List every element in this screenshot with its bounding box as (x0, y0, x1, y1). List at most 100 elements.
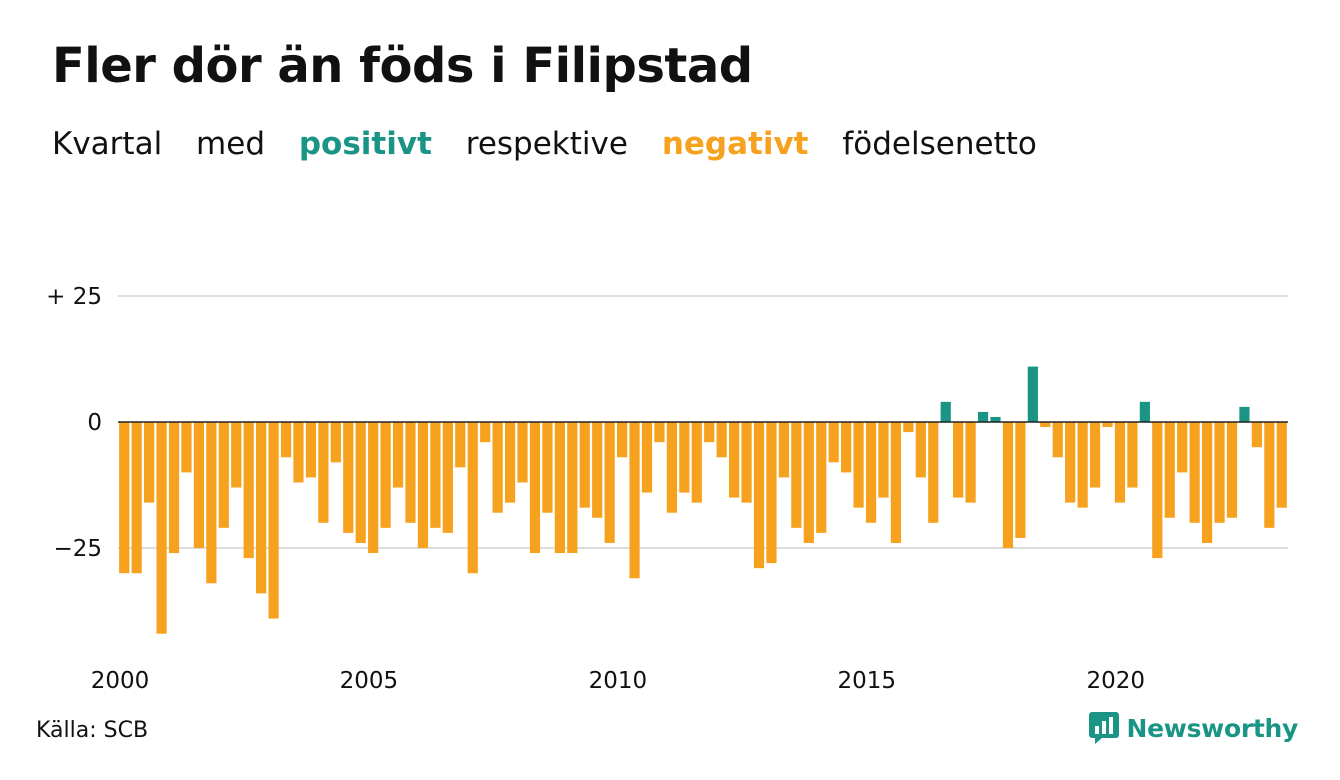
bar (641, 422, 653, 493)
subtitle-negative-label: negativt (661, 126, 809, 162)
bar (492, 422, 503, 513)
bar (778, 422, 790, 478)
bar (542, 422, 553, 513)
bar (791, 422, 802, 528)
subtitle-word: Kvartal (52, 126, 163, 162)
bar (716, 422, 727, 458)
bar (1127, 422, 1138, 488)
subtitle-word: respektive (465, 126, 628, 162)
bar (940, 401, 951, 422)
bar (218, 422, 229, 528)
x-tick-label: 2015 (838, 668, 897, 694)
bar (604, 422, 615, 543)
bar (915, 422, 926, 478)
bar (965, 422, 976, 503)
bar (753, 422, 765, 569)
bar (567, 422, 578, 554)
bar (1089, 422, 1101, 488)
bar (629, 422, 640, 579)
bar (1114, 422, 1126, 503)
bar (990, 416, 1001, 422)
bar (679, 422, 690, 493)
bar (318, 422, 329, 523)
bar (977, 411, 989, 422)
bar (853, 422, 864, 508)
bar (168, 422, 180, 554)
bar (243, 422, 254, 559)
bar (119, 422, 130, 574)
bar (1040, 422, 1051, 428)
bar (903, 422, 914, 433)
bar (455, 422, 466, 468)
bar (256, 422, 267, 594)
bar (1152, 422, 1163, 559)
bar (729, 422, 740, 498)
bar (841, 422, 852, 473)
bar (231, 422, 242, 488)
bar (330, 422, 341, 463)
bar (1015, 422, 1026, 538)
bar (1214, 422, 1225, 523)
bar (1276, 422, 1287, 508)
bar (766, 422, 777, 564)
y-tick-label: −25 (53, 536, 102, 562)
brand-logo: Newsworthy (1088, 712, 1299, 744)
bar (368, 422, 379, 554)
bar (392, 422, 404, 488)
subtitle-positive-label: positivt (298, 126, 432, 162)
bar (1189, 422, 1200, 523)
bar (579, 422, 590, 508)
chart-title: Fler dör än föds i Filipstad (52, 38, 753, 94)
subtitle-word: födelsenetto (842, 126, 1037, 162)
bar (430, 422, 441, 528)
bar (293, 422, 304, 483)
bar (1027, 366, 1038, 422)
bar (504, 422, 516, 503)
bar (592, 422, 603, 518)
bar (156, 422, 167, 634)
bar (268, 422, 279, 619)
bar (1201, 422, 1213, 543)
y-tick-label: 0 (87, 410, 102, 436)
bar (865, 422, 877, 523)
x-tick-label: 2020 (1086, 668, 1145, 694)
bar (405, 422, 416, 523)
bar (1052, 422, 1063, 458)
bar (890, 422, 902, 543)
bar (741, 422, 752, 503)
brand-name: Newsworthy (1126, 713, 1299, 743)
bar (1002, 422, 1014, 548)
bar (704, 422, 715, 443)
bar (1077, 422, 1088, 508)
bar (529, 422, 541, 554)
bar (1065, 422, 1076, 503)
bar (691, 422, 702, 503)
bar (1177, 422, 1188, 473)
bar (280, 422, 292, 458)
x-tick-label: 2010 (589, 668, 648, 694)
x-tick-label: 2005 (340, 668, 399, 694)
bar (355, 422, 366, 543)
bar (442, 422, 453, 533)
bar (1251, 422, 1262, 448)
bar (1226, 422, 1238, 518)
bar (380, 422, 391, 528)
bar (654, 422, 665, 443)
bar (417, 422, 429, 548)
bar (878, 422, 889, 498)
bar (1102, 422, 1113, 428)
bar (193, 422, 205, 548)
bar (480, 422, 491, 443)
x-tick-label: 2000 (91, 668, 150, 694)
bar (131, 422, 142, 574)
newsworthy-logo-icon (1088, 712, 1119, 744)
bar (1239, 406, 1250, 422)
bar (803, 422, 814, 543)
y-tick-label: + 25 (46, 284, 102, 310)
bar (517, 422, 528, 483)
bar (828, 422, 839, 463)
bar (144, 422, 155, 503)
chart-subtitle: Kvartal med positivt respektive negativt… (52, 126, 1051, 162)
bar (206, 422, 217, 584)
